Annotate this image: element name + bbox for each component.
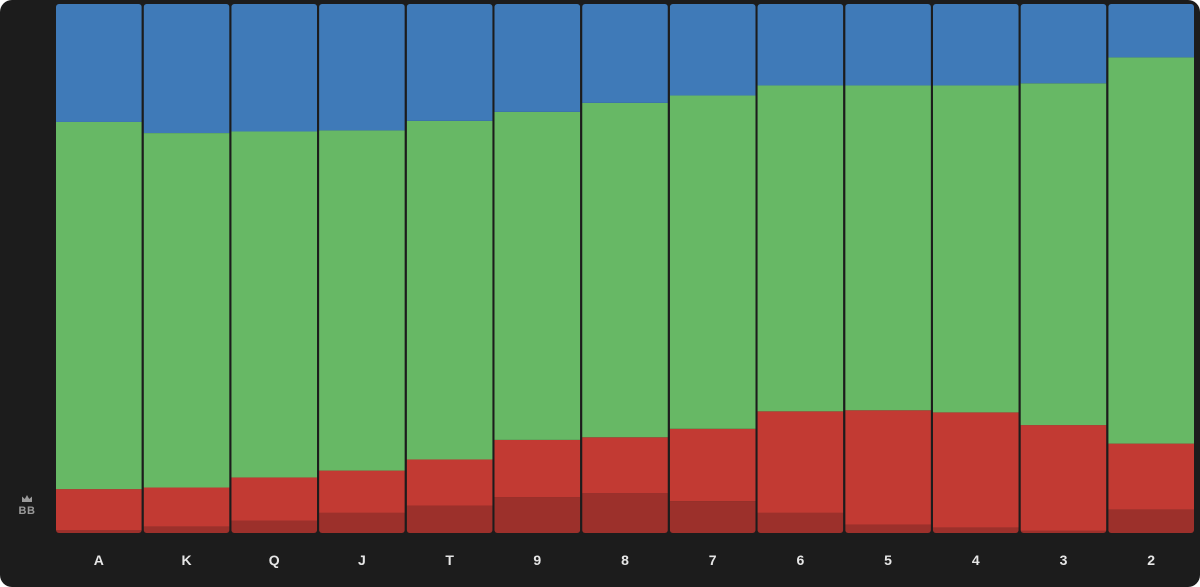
- bar-segment-Q-s3[interactable]: [231, 4, 318, 132]
- bar-segment-4-s0[interactable]: [932, 527, 1019, 533]
- bar-column-2[interactable]: [1108, 4, 1194, 533]
- bar-column-8[interactable]: [582, 4, 668, 533]
- x-tick-label: J: [358, 552, 366, 568]
- bar-segment-T-s3[interactable]: [406, 4, 493, 121]
- x-tick-label: A: [94, 552, 104, 568]
- bar-segment-5-s0[interactable]: [845, 524, 931, 533]
- bar-column-A[interactable]: [56, 4, 142, 533]
- bar-segment-6-s0[interactable]: [757, 512, 844, 533]
- bar-segment-A-s0[interactable]: [56, 530, 142, 533]
- bar-segment-4-s1[interactable]: [932, 412, 1019, 528]
- bar-segment-Q-s2[interactable]: [231, 131, 318, 478]
- bar-column-9[interactable]: [494, 4, 581, 533]
- x-tick-label: 9: [533, 552, 541, 568]
- x-tick-label: 6: [796, 552, 804, 568]
- bar-segment-8-s0[interactable]: [582, 493, 668, 533]
- bar-column-6[interactable]: [757, 4, 844, 533]
- bar-segment-2-s1[interactable]: [1108, 443, 1194, 510]
- bar-segment-A-s3[interactable]: [56, 4, 142, 122]
- bar-segment-5-s2[interactable]: [845, 85, 931, 411]
- bar-segment-6-s3[interactable]: [757, 4, 844, 86]
- bar-segment-9-s0[interactable]: [494, 497, 581, 533]
- bar-segment-A-s2[interactable]: [56, 121, 142, 490]
- bar-segment-7-s2[interactable]: [669, 95, 756, 429]
- bar-segment-4-s2[interactable]: [932, 85, 1019, 413]
- bar-segment-A-s1[interactable]: [56, 489, 142, 531]
- position-name: BB: [18, 505, 36, 517]
- bar-segment-Q-s0[interactable]: [231, 520, 318, 533]
- bar-segment-3-s0[interactable]: [1020, 530, 1107, 533]
- bar-segment-J-s0[interactable]: [319, 512, 405, 533]
- bar-segment-Q-s1[interactable]: [231, 477, 318, 521]
- x-tick-label: 5: [884, 552, 892, 568]
- bar-segment-8-s3[interactable]: [582, 4, 668, 103]
- x-tick-label: Q: [269, 552, 280, 568]
- bar-segment-2-s2[interactable]: [1108, 57, 1194, 444]
- bar-segment-T-s0[interactable]: [406, 505, 493, 533]
- bar-segment-7-s3[interactable]: [669, 4, 756, 96]
- x-tick-label: T: [445, 552, 454, 568]
- bar-segment-J-s2[interactable]: [319, 130, 405, 471]
- bar-segment-J-s3[interactable]: [319, 4, 405, 131]
- bar-segment-J-s1[interactable]: [319, 470, 405, 513]
- x-tick-label: 7: [709, 552, 717, 568]
- bar-segment-T-s1[interactable]: [406, 459, 493, 506]
- bar-segment-8-s2[interactable]: [582, 102, 668, 438]
- bar-segment-6-s2[interactable]: [757, 85, 844, 412]
- bar-segment-3-s1[interactable]: [1020, 425, 1107, 531]
- bar-segment-2-s0[interactable]: [1108, 509, 1194, 533]
- bar-segment-5-s3[interactable]: [845, 4, 931, 86]
- bar-column-J[interactable]: [319, 4, 405, 533]
- crown-icon: [22, 495, 32, 502]
- bar-segment-K-s0[interactable]: [143, 526, 230, 533]
- bar-segment-8-s1[interactable]: [582, 437, 668, 494]
- bar-segment-7-s0[interactable]: [669, 501, 756, 533]
- bar-segment-2-s3[interactable]: [1108, 4, 1194, 58]
- bar-column-3[interactable]: [1020, 4, 1107, 533]
- bar-segment-7-s1[interactable]: [669, 428, 756, 502]
- bar-segment-T-s2[interactable]: [406, 120, 493, 460]
- bar-segment-K-s3[interactable]: [143, 4, 230, 134]
- position-label: BB: [12, 494, 42, 517]
- bar-segment-K-s2[interactable]: [143, 133, 230, 488]
- x-tick-label: 2: [1147, 552, 1155, 568]
- bar-segment-9-s2[interactable]: [494, 111, 581, 440]
- bar-column-4[interactable]: [932, 4, 1019, 533]
- bar-segment-9-s3[interactable]: [494, 4, 581, 112]
- x-tick-label: 8: [621, 552, 629, 568]
- bar-segment-5-s1[interactable]: [845, 410, 931, 525]
- bar-column-T[interactable]: [406, 4, 493, 533]
- bar-column-Q[interactable]: [231, 4, 318, 533]
- bar-column-K[interactable]: [143, 4, 230, 533]
- bar-segment-6-s1[interactable]: [757, 411, 844, 513]
- x-tick-label: K: [181, 552, 191, 568]
- bar-segment-4-s3[interactable]: [932, 4, 1019, 86]
- x-tick-label: 4: [972, 552, 980, 568]
- bar-segment-3-s2[interactable]: [1020, 83, 1107, 426]
- x-tick-label: 3: [1060, 552, 1068, 568]
- bar-column-5[interactable]: [845, 4, 931, 533]
- bar-segment-K-s1[interactable]: [143, 487, 230, 527]
- bar-column-7[interactable]: [669, 4, 756, 533]
- bar-segment-9-s1[interactable]: [494, 439, 581, 498]
- bar-segment-3-s3[interactable]: [1020, 4, 1107, 84]
